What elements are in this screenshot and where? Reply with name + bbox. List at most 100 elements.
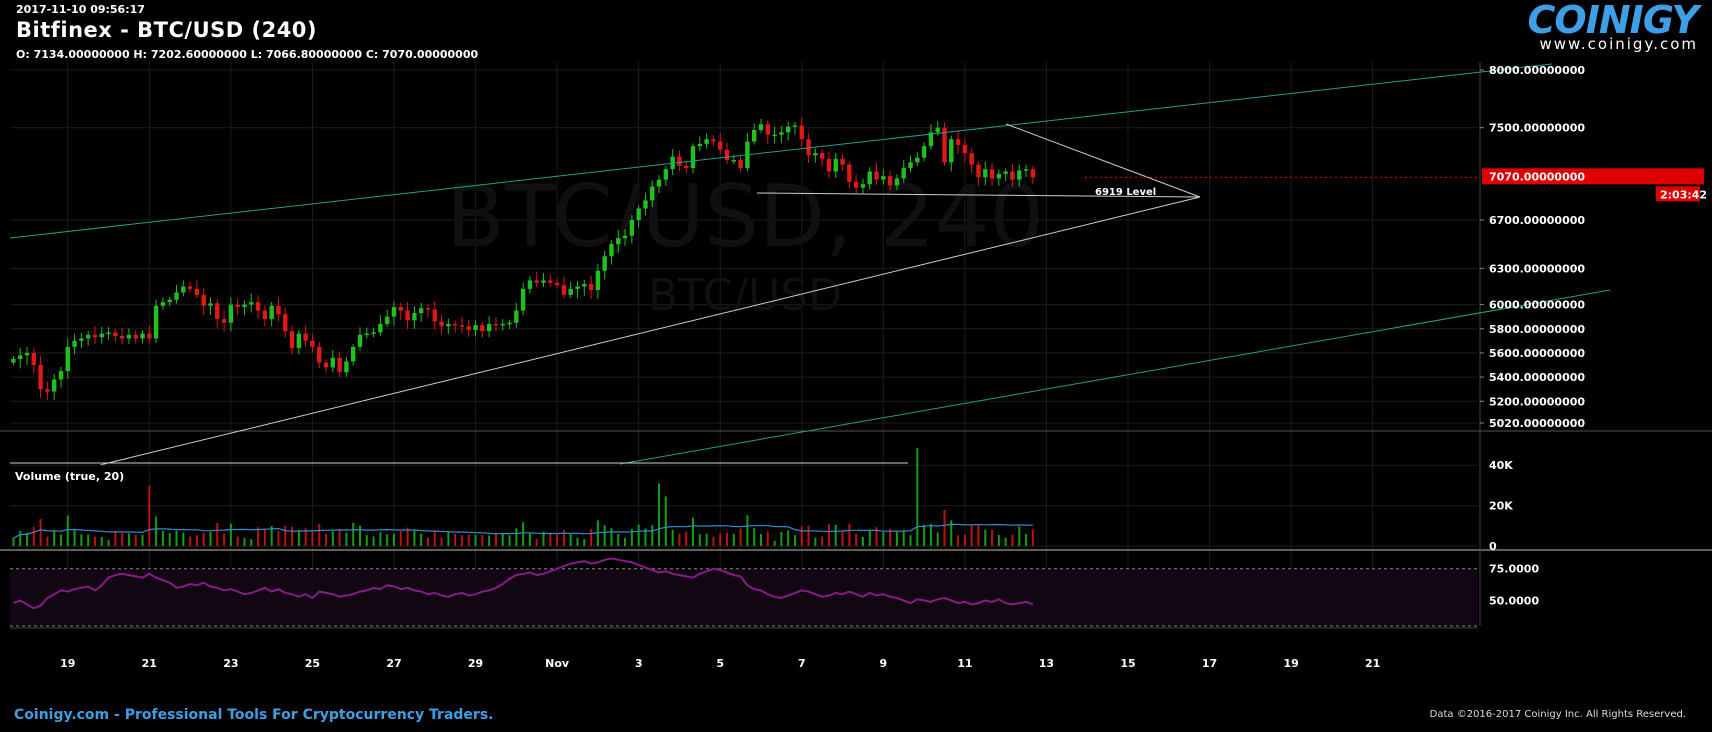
candle-body <box>785 126 791 133</box>
volume-bar <box>93 536 96 546</box>
volume-bar <box>284 525 287 546</box>
volume-bar <box>134 534 137 546</box>
volume-bar <box>474 534 477 546</box>
volume-bar <box>257 527 260 546</box>
volume-bar <box>114 530 117 546</box>
candle-body <box>486 323 492 332</box>
volume-bar <box>977 524 980 546</box>
volume-bar <box>678 533 681 546</box>
candle-body <box>867 171 872 185</box>
volume-bar <box>950 520 953 546</box>
candle-body <box>561 285 567 295</box>
candle-body <box>1023 169 1029 171</box>
rsi-tick-label: 75.0000 <box>1489 563 1539 576</box>
candle-body <box>731 160 737 162</box>
volume-bar <box>141 534 144 546</box>
candle-body <box>677 156 682 166</box>
candle-body <box>351 346 356 362</box>
footer-tagline[interactable]: Coinigy.com - Professional Tools For Cry… <box>14 707 494 723</box>
volume-bar <box>107 540 110 546</box>
candle-body <box>79 338 84 341</box>
volume-bar <box>753 528 756 546</box>
volume-bar <box>25 533 28 546</box>
volume-bar <box>590 529 593 546</box>
logo-url: www.coinigy.com <box>1539 35 1698 53</box>
candle-body <box>133 334 138 339</box>
candle-body <box>684 165 689 169</box>
volume-bar <box>39 519 42 546</box>
candle-body <box>405 310 410 321</box>
ascending-trendline <box>99 196 1201 466</box>
candle-body <box>765 124 770 135</box>
volume-bar <box>440 537 443 546</box>
candle-body <box>514 310 519 323</box>
candle-body <box>92 334 98 338</box>
time-tick-label: 7 <box>798 657 806 670</box>
candle-body <box>962 145 968 154</box>
volume-bar <box>229 523 232 546</box>
volume-bar <box>291 527 294 546</box>
volume-bar <box>766 531 769 546</box>
candle-body <box>391 307 397 317</box>
candle-body <box>616 238 621 245</box>
time-tick-label: Nov <box>545 657 570 670</box>
volume-bar <box>1031 529 1034 546</box>
candle-body <box>813 153 818 156</box>
time-tick-label: 23 <box>223 657 238 670</box>
volume-bar <box>263 528 266 546</box>
candle-body <box>636 208 641 220</box>
candle-body <box>412 313 417 321</box>
volume-bar <box>603 525 606 546</box>
candle-body <box>235 304 240 307</box>
volume-bar <box>331 531 334 546</box>
descending-trendline <box>1005 123 1201 198</box>
candle-body <box>751 130 757 142</box>
volume-bar <box>617 533 620 546</box>
watermark-main: BTC/USD, 240 <box>446 167 1044 267</box>
candle-body <box>908 162 913 169</box>
volume-bar <box>250 539 253 546</box>
volume-bar <box>46 536 49 546</box>
volume-bar <box>1004 537 1007 546</box>
candle-body <box>459 325 465 327</box>
time-tick-label: 13 <box>1039 657 1054 670</box>
volume-bar <box>916 448 919 546</box>
candle-body <box>609 244 614 257</box>
volume-bar <box>889 528 892 546</box>
candle-body <box>582 284 587 287</box>
volume-bar <box>773 540 776 546</box>
price-tick-label: 5200.00000000 <box>1489 395 1585 408</box>
candle-body <box>507 322 512 325</box>
candle-body <box>996 173 1002 179</box>
countdown-tag <box>1656 186 1700 202</box>
volume-bar <box>12 538 15 546</box>
volume-bar <box>161 530 164 546</box>
volume-bar <box>53 530 56 546</box>
volume-bar <box>379 532 382 546</box>
volume-bar <box>87 534 90 546</box>
candle-body <box>663 169 669 180</box>
candle-body <box>181 286 186 293</box>
coinigy-logo[interactable]: COINIGY www.coinigy.com <box>1528 0 1699 53</box>
time-tick-label: 9 <box>879 657 887 670</box>
volume-bar <box>168 533 171 546</box>
candle-body <box>364 333 370 336</box>
volume-bar <box>909 535 912 546</box>
candle-body <box>215 303 220 320</box>
candle-body <box>323 362 329 368</box>
candle-body <box>901 168 906 179</box>
volume-bar <box>943 510 946 546</box>
candle-body <box>955 139 961 145</box>
volume-bar <box>705 533 708 546</box>
candle-body <box>833 158 838 172</box>
volume-tick-label: 40K <box>1489 459 1513 472</box>
volume-bar <box>209 531 212 546</box>
candle-body <box>452 323 458 326</box>
candle-body <box>473 325 478 330</box>
volume-bar <box>787 530 790 546</box>
candle-body <box>738 160 743 169</box>
candle-body <box>711 139 716 142</box>
volume-bar <box>277 530 280 546</box>
price-tick-label: 5600.00000000 <box>1489 347 1585 360</box>
